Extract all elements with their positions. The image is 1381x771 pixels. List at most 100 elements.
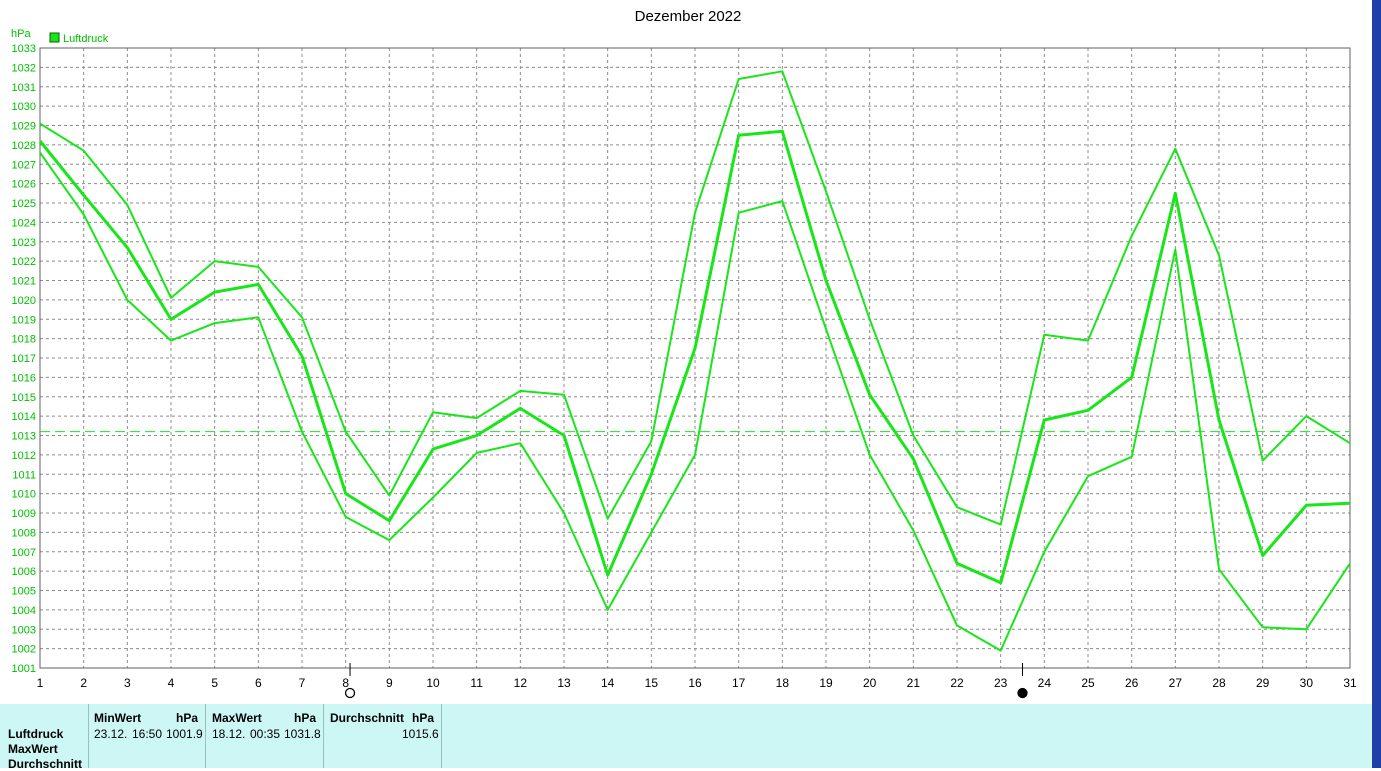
y-tick-label: 1023 <box>12 237 36 249</box>
x-tick-label: 22 <box>950 676 964 690</box>
min-date: 23.12. <box>94 727 128 741</box>
y-tick-label: 1033 <box>12 43 36 55</box>
y-tick-label: 1029 <box>12 121 36 133</box>
chart-title: Dezember 2022 <box>635 8 742 25</box>
stats-row-labels: Luftdruck MaxWert Durchschnitt <box>0 704 89 771</box>
x-tick-label: 23 <box>994 676 1008 690</box>
y-tick-label: 1019 <box>12 314 36 326</box>
x-axis-ticks: 1 2 3 4 5 6 7 8 9 10 11 12 13 14 15 16 17 18 19 20 21 22 23 24 2… <box>37 676 1357 690</box>
y-tick-label: 1017 <box>12 353 36 365</box>
x-tick-label: 11 <box>470 676 483 690</box>
pressure-chart: Dezember 2022 hPa Luftdruck 1001 1002 1003… <box>11 8 1357 699</box>
min-value: 1001.9 <box>166 727 203 741</box>
y-tick-label: 1031 <box>12 82 36 94</box>
x-tick-label: 19 <box>819 676 833 690</box>
x-tick-label: 15 <box>645 676 659 690</box>
y-tick-label: 1013 <box>12 431 36 443</box>
x-tick-label: 17 <box>732 676 746 690</box>
x-tick-label: 13 <box>557 676 571 690</box>
x-tick-label: 14 <box>601 676 615 690</box>
y-tick-label: 1024 <box>12 217 36 229</box>
y-tick-label: 1018 <box>12 334 36 346</box>
stats-panel: Luftdruck MaxWert Durchschnitt MinWert h… <box>0 704 1372 771</box>
x-tick-label: 5 <box>211 676 218 690</box>
y-tick-label: 1025 <box>12 198 36 210</box>
y-tick-label: 1014 <box>12 411 36 423</box>
min-time: 16:50 <box>132 727 163 741</box>
y-tick-label: 1022 <box>12 256 36 268</box>
x-tick-label: 12 <box>514 676 528 690</box>
y-tick-label: 1007 <box>12 547 36 559</box>
x-tick-label: 7 <box>299 676 306 690</box>
y-tick-label: 1008 <box>12 527 36 539</box>
x-tick-label: 16 <box>688 676 702 690</box>
y-tick-label: 1026 <box>12 179 36 191</box>
legend-label: Luftdruck <box>63 33 109 45</box>
x-tick-label: 2 <box>80 676 87 690</box>
avg-value: 1015.6 <box>402 727 439 741</box>
y-axis-ticks: 1001 1002 1003 1004 1005 1006 1007 1008 1009 1010… <box>12 43 36 675</box>
y-tick-label: 1021 <box>12 276 36 288</box>
y-tick-label: 1001 <box>12 663 36 675</box>
x-tick-label: 26 <box>1125 676 1139 690</box>
y-tick-label: 1027 <box>12 159 36 171</box>
series-line-mean <box>38 129 1351 585</box>
max-date: 18.12. <box>212 727 246 741</box>
x-tick-label: 31 <box>1343 676 1357 690</box>
x-tick-label: 28 <box>1212 676 1226 690</box>
max-header: MaxWert <box>212 711 262 725</box>
x-tick-label: 9 <box>386 676 393 690</box>
min-header: MinWert <box>94 711 142 725</box>
y-tick-label: 1015 <box>12 392 36 404</box>
y-tick-label: 1006 <box>12 566 36 578</box>
plot-frame <box>39 47 1351 669</box>
max-time: 00:35 <box>250 727 281 741</box>
y-tick-label: 1003 <box>12 624 36 636</box>
avg-header: Durchschnitt <box>330 711 405 725</box>
x-tick-label: 25 <box>1081 676 1095 690</box>
x-tick-label: 1 <box>37 676 44 690</box>
row-label-durchschnitt: Durchschnitt <box>8 757 83 771</box>
row-label-maxwert: MaxWert <box>8 742 58 756</box>
x-tick-label: 10 <box>426 676 440 690</box>
min-unit: hPa <box>176 711 199 725</box>
row-label-luftdruck: Luftdruck <box>8 727 64 741</box>
y-tick-label: 1005 <box>12 586 36 598</box>
y-tick-label: 1010 <box>12 489 36 501</box>
stats-avg-column: Durchschnitt hPa 1015.6 <box>324 704 442 768</box>
series-line-max <box>39 70 1351 526</box>
series-line-min <box>39 152 1351 652</box>
x-tick-label: 4 <box>168 676 175 690</box>
window-edge-strip <box>1372 0 1381 768</box>
y-tick-label: 1002 <box>12 644 36 656</box>
x-tick-label: 21 <box>907 676 921 690</box>
x-tick-label: 27 <box>1169 676 1183 690</box>
x-tick-label: 18 <box>776 676 790 690</box>
y-tick-label: 1012 <box>12 450 36 462</box>
y-tick-label: 1030 <box>12 101 36 113</box>
series-lines <box>38 70 1351 652</box>
x-tick-label: 6 <box>255 676 262 690</box>
full-moon-icon <box>344 687 356 699</box>
max-unit: hPa <box>294 711 317 725</box>
y-tick-label: 1020 <box>12 295 36 307</box>
x-tick-label: 8 <box>342 676 349 690</box>
avg-unit: hPa <box>412 711 435 725</box>
stats-max-column: MaxWert hPa 18.12. 00:35 1031.8 <box>206 704 324 768</box>
y-tick-label: 1004 <box>12 605 36 617</box>
y-tick-label: 1016 <box>12 372 36 384</box>
y-tick-label: 1009 <box>12 508 36 520</box>
y-axis-unit: hPa <box>11 28 31 40</box>
x-tick-label: 20 <box>863 676 877 690</box>
y-tick-label: 1011 <box>12 469 36 481</box>
stats-min-column: MinWert hPa 23.12. 16:50 1001.9 <box>88 704 206 768</box>
x-tick-label: 29 <box>1256 676 1270 690</box>
legend-swatch <box>49 32 60 43</box>
moon-markers <box>344 663 1028 699</box>
y-tick-label: 1032 <box>12 62 36 74</box>
x-tick-label: 3 <box>124 676 131 690</box>
max-value: 1031.8 <box>284 727 321 741</box>
x-tick-label: 24 <box>1038 676 1052 690</box>
y-tick-label: 1028 <box>12 140 36 152</box>
x-tick-label: 30 <box>1300 676 1314 690</box>
